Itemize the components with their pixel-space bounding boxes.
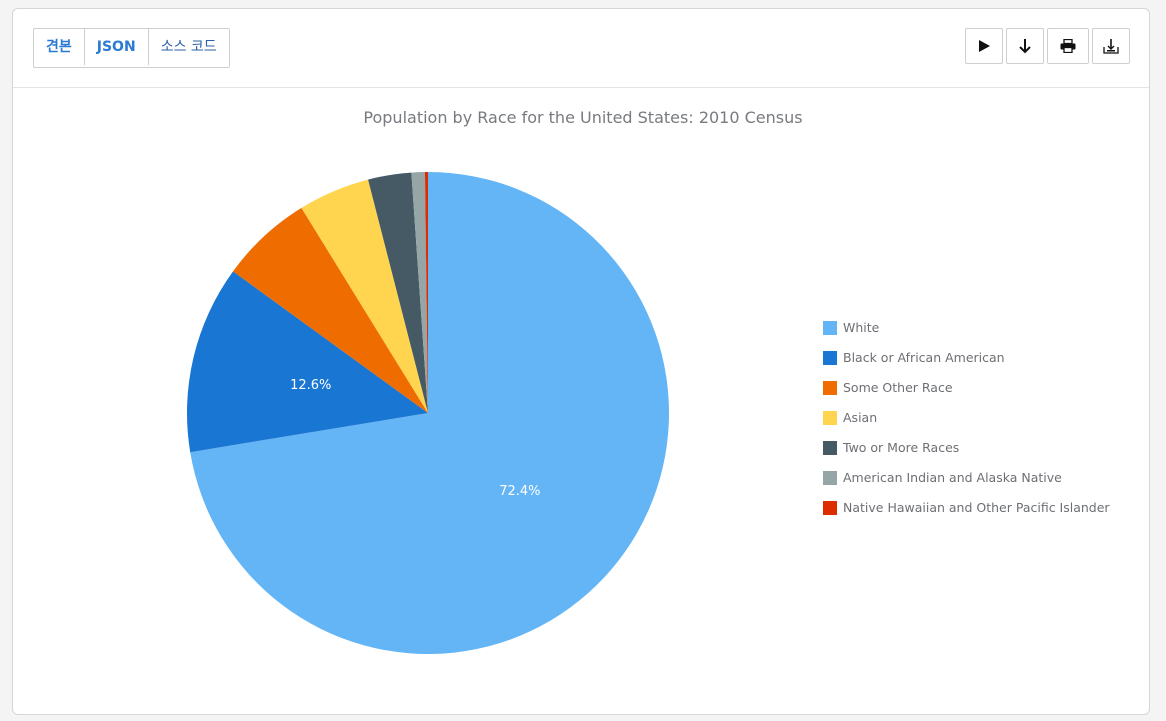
- pie-slice-3[interactable]: [301, 179, 428, 413]
- legend-swatch-0: [823, 321, 837, 335]
- legend-swatch-2: [823, 381, 837, 395]
- pie-slice-4[interactable]: [368, 172, 428, 413]
- pie-slice-6[interactable]: [424, 172, 428, 413]
- slice-data-label-0: 72.4%: [499, 484, 540, 499]
- legend-item-3[interactable]: Asian: [823, 408, 1110, 438]
- pie-slice-1[interactable]: [187, 271, 428, 453]
- legend-swatch-4: [823, 441, 837, 455]
- slice-data-label-1: 12.6%: [290, 378, 331, 393]
- legend-item-2[interactable]: Some Other Race: [823, 378, 1110, 408]
- legend-label-2: Some Other Race: [843, 380, 953, 395]
- export-icon: [1103, 39, 1119, 54]
- chart-title: Population by Race for the United States…: [363, 108, 803, 127]
- legend-label-4: Two or More Races: [843, 440, 960, 455]
- toolbar: 견본 JSON 소스 코드: [13, 9, 1149, 88]
- pie-slice-0[interactable]: [190, 172, 670, 655]
- play-button[interactable]: [965, 28, 1003, 64]
- legend-label-6: Native Hawaiian and Other Pacific Island…: [843, 500, 1110, 515]
- export-button[interactable]: [1092, 28, 1130, 64]
- print-button[interactable]: [1047, 28, 1089, 64]
- tab-source-code[interactable]: 소스 코드: [160, 39, 217, 55]
- legend-label-3: Asian: [843, 410, 878, 425]
- pie-slice-2[interactable]: [233, 207, 428, 413]
- legend-label-1: Black or African American: [843, 350, 1005, 365]
- legend-item-1[interactable]: Black or African American: [823, 348, 1110, 378]
- legend-item-0[interactable]: White: [823, 318, 1110, 348]
- view-tabs: 견본 JSON 소스 코드: [33, 28, 230, 68]
- play-icon: [979, 40, 990, 52]
- legend-label-0: White: [843, 320, 880, 335]
- tab-json[interactable]: JSON: [85, 29, 149, 65]
- tab-sample[interactable]: 견본: [34, 29, 85, 65]
- toolbar-actions: [965, 28, 1130, 64]
- legend-item-4[interactable]: Two or More Races: [823, 438, 1110, 468]
- chart-legend: White Black or African American Some Other…: [823, 318, 1110, 528]
- print-icon: [1060, 39, 1076, 53]
- legend-item-5[interactable]: American Indian and Alaska Native: [823, 468, 1110, 498]
- legend-item-6[interactable]: Native Hawaiian and Other Pacific Island…: [823, 498, 1110, 528]
- legend-swatch-1: [823, 351, 837, 365]
- legend-swatch-6: [823, 501, 837, 515]
- legend-swatch-5: [823, 471, 837, 485]
- download-button[interactable]: [1006, 28, 1044, 64]
- legend-swatch-3: [823, 411, 837, 425]
- pie-slice-5[interactable]: [411, 172, 428, 413]
- legend-label-5: American Indian and Alaska Native: [843, 470, 1062, 485]
- download-arrow-icon: [1019, 39, 1031, 54]
